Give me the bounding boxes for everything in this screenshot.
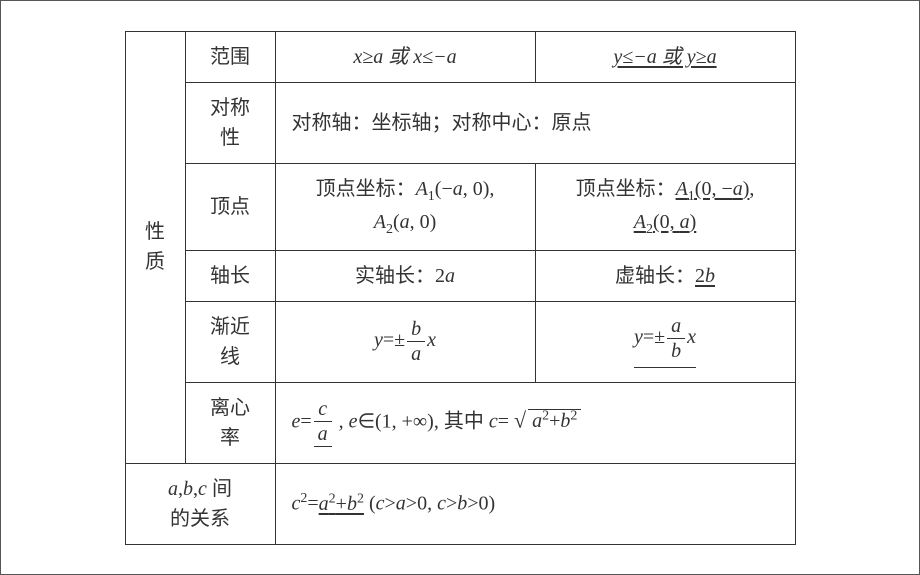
table-row: 对称 性 对称轴：坐标轴；对称中心：原点 [125,82,795,163]
text: 性 质 [145,221,165,273]
row-label-range: 范围 [185,31,275,82]
row-label-axis: 轴长 [185,250,275,301]
frac-num: b [407,319,425,342]
vertex-col1: 顶点坐标：A1(−a, 0), A2(a, 0) [275,163,535,250]
asymptote-col1: y=±bax [275,301,535,382]
row-label-vertex: 顶点 [185,163,275,250]
vertex-col2: 顶点坐标：A1(0, −a), A2(0, a) [535,163,795,250]
row-label-symmetry: 对称 性 [185,82,275,163]
text: 对称轴：坐标轴；对称中心：原点 [292,112,592,134]
asymptote-col2: y=±abx [535,301,795,382]
frac-den: a [314,422,332,444]
axis-imag: 虚轴长：2b [535,250,795,301]
properties-table: 性 质 范围 x≥a 或 x≤−a y≤−a 或 y≥a 对称 性 对称轴：坐标… [125,31,796,545]
row-label-eccentricity: 离心 率 [185,382,275,463]
row-label-abc: a,b,c 间的关系 [125,463,275,544]
table-row: a,b,c 间的关系 c2=a2+b2 (c>a>0, c>b>0) [125,463,795,544]
group-properties-label: 性 质 [125,31,185,463]
table-row: 轴长 实轴长：2a 虚轴长：2b [125,250,795,301]
row-label-asymptote: 渐近 线 [185,301,275,382]
table-row: 渐近 线 y=±bax y=±abx [125,301,795,382]
table-row: 顶点 顶点坐标：A1(−a, 0), A2(a, 0) 顶点坐标：A1(0, −… [125,163,795,250]
range-col2: y≤−a 或 y≥a [535,31,795,82]
table-row: 性 质 范围 x≥a 或 x≤−a y≤−a 或 y≥a [125,31,795,82]
page-container: 性 质 范围 x≥a 或 x≤−a y≤−a 或 y≥a 对称 性 对称轴：坐标… [0,0,920,575]
frac-num: a [667,316,685,339]
axis-real: 实轴长：2a [275,250,535,301]
frac-den: b [667,339,685,361]
text: y≤−a 或 y≥a [613,46,716,68]
range-col1: x≥a 或 x≤−a [275,31,535,82]
symmetry-cell: 对称轴：坐标轴；对称中心：原点 [275,82,795,163]
text: x≥a 或 x≤−a [353,46,456,68]
abc-cell: c2=a2+b2 (c>a>0, c>b>0) [275,463,795,544]
table-row: 离心 率 e=ca , e∈(1, +∞), 其中 c= √a2+b2 [125,382,795,463]
frac-den: a [407,342,425,364]
frac-num: c [314,399,332,422]
eccentricity-cell: e=ca , e∈(1, +∞), 其中 c= √a2+b2 [275,382,795,463]
